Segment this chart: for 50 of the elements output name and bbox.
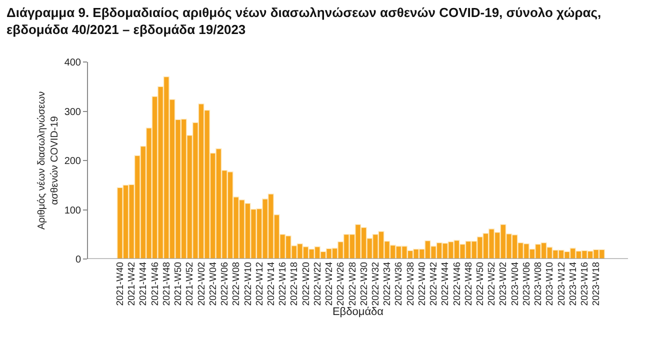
x-tick-label: 2022-W36 xyxy=(394,262,405,306)
x-tick-label: 2022-W48 xyxy=(463,262,474,306)
x-tick-label: 2022-W52 xyxy=(486,262,498,306)
x-tick-label: 2022-W24 xyxy=(324,262,336,306)
x-tick-label: 2022-W14 xyxy=(266,262,277,306)
x-tick-label: 2022-W38 xyxy=(405,262,416,306)
x-tick-label: 2022-W40 xyxy=(416,262,428,306)
y-tick-label: 300 xyxy=(64,106,82,118)
x-tick-label: 2023-W18 xyxy=(591,262,602,306)
x-tick-label: 2023-W14 xyxy=(568,262,579,306)
x-tick-label: 2021-W46 xyxy=(150,262,161,306)
x-tick-label: 2022-W16 xyxy=(278,262,289,306)
x-tick-label: 2022-W42 xyxy=(428,262,440,306)
x-tick-label: 2022-W50 xyxy=(475,262,486,306)
x-tick-label: 2023-W16 xyxy=(580,262,591,306)
x-tick-label: 2022-W08 xyxy=(231,262,242,306)
x-tick-label: 2022-W02 xyxy=(196,262,208,306)
x-tick-label: 2023-W04 xyxy=(510,262,521,306)
x-tick-label: 2022-W22 xyxy=(312,262,324,306)
x-tick-label: 2023-W10 xyxy=(544,262,556,306)
x-tick-label: 2022-W30 xyxy=(358,262,370,306)
y-axis-title: Αριθμός νέων διασωληνώσεων ασθενών COVID-19 xyxy=(36,91,60,230)
x-tick-label: 2021-W52 xyxy=(184,262,196,306)
y-tick-label: 200 xyxy=(64,156,82,167)
x-tick-label: 2021-W42 xyxy=(126,262,138,306)
x-tick-label: 2022-W10 xyxy=(242,262,254,306)
y-tick-label: 0 xyxy=(75,254,82,266)
x-tick-label: 2023-W06 xyxy=(521,262,532,306)
x-axis-title: Εβδομάδα xyxy=(332,306,384,318)
x-tick-label: 2022-W44 xyxy=(440,262,452,306)
x-tick-label: 2023-W12 xyxy=(556,262,568,306)
x-tick-label: 2022-W34 xyxy=(382,262,394,306)
x-tick-label: 2022-W26 xyxy=(336,262,347,306)
x-tick-label: 2021-W48 xyxy=(161,262,172,306)
x-tick-label: 2022-W06 xyxy=(220,262,231,306)
x-tick-label: 2021-W44 xyxy=(138,262,150,306)
x-tick-label: 2022-W18 xyxy=(289,262,300,306)
x-tick-label: 2023-W08 xyxy=(533,262,544,306)
x-tick-label: 2023-W02 xyxy=(498,262,510,306)
chart-title: Διάγραμμα 9. Εβδομαδιαίος αριθμός νέων διασωληνώσεων ασθενών COVID-19, σύνολο χώρας, εβδομάδα 40/2021 – εβδομάδα 19/2023 xyxy=(6,4,602,37)
x-tick-label: 2021-W50 xyxy=(173,262,184,306)
x-tick-label: 2022-W12 xyxy=(254,262,266,306)
x-tick-label: 2022-W46 xyxy=(452,262,463,306)
y-tick-label: 400 xyxy=(64,58,82,68)
x-tick-label: 2022-W32 xyxy=(370,262,382,306)
x-tick-label: 2021-W40 xyxy=(115,262,126,306)
y-tick-label: 100 xyxy=(64,205,82,216)
x-tick-label: 2022-W28 xyxy=(347,262,358,306)
x-tick-label: 2022-W04 xyxy=(208,262,219,306)
x-tick-label: 2022-W20 xyxy=(300,262,312,306)
